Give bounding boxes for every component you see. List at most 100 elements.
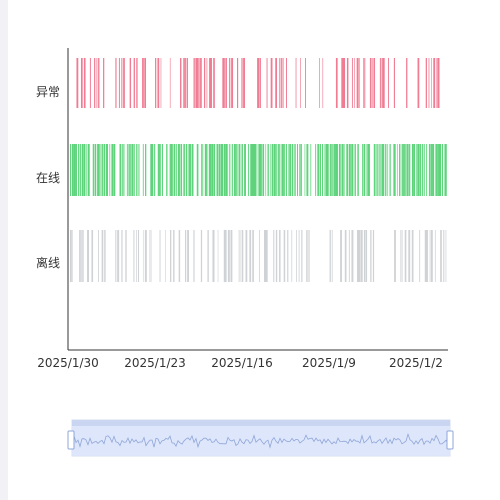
status-bar bbox=[235, 144, 237, 196]
status-bar bbox=[204, 144, 207, 196]
data-zoom-handle-right[interactable] bbox=[446, 430, 454, 450]
status-bar bbox=[144, 58, 146, 108]
status-bar bbox=[240, 230, 242, 282]
status-bar bbox=[83, 58, 86, 108]
status-bar bbox=[130, 144, 132, 196]
status-bar bbox=[213, 144, 216, 196]
status-bar bbox=[81, 230, 83, 282]
status-bar bbox=[435, 144, 437, 196]
status-bar bbox=[210, 58, 212, 108]
status-bar bbox=[266, 58, 268, 108]
status-bar bbox=[381, 58, 383, 108]
status-bar bbox=[382, 58, 385, 108]
status-bar bbox=[260, 144, 262, 196]
status-bar bbox=[238, 230, 240, 282]
status-bar bbox=[301, 144, 302, 196]
status-bar bbox=[408, 230, 411, 282]
data-zoom-top-bar[interactable] bbox=[72, 420, 450, 426]
status-bar bbox=[310, 144, 312, 196]
status-bar bbox=[325, 144, 328, 196]
status-bar bbox=[177, 144, 180, 196]
status-bar bbox=[404, 230, 407, 282]
status-bar bbox=[406, 58, 408, 108]
status-bar bbox=[193, 230, 195, 282]
status-bar bbox=[217, 230, 219, 282]
status-bar bbox=[80, 58, 83, 108]
status-bar bbox=[275, 144, 277, 196]
status-bar bbox=[79, 230, 81, 282]
data-zoom-slider[interactable] bbox=[67, 419, 454, 457]
status-bar bbox=[183, 58, 185, 108]
status-bar bbox=[279, 58, 280, 108]
status-bar bbox=[222, 58, 225, 108]
status-bar bbox=[209, 58, 212, 108]
status-bar bbox=[211, 144, 214, 196]
status-bar bbox=[73, 144, 76, 196]
status-bar bbox=[107, 144, 108, 196]
status-bar bbox=[338, 144, 341, 196]
status-bar bbox=[340, 230, 342, 282]
status-bar bbox=[175, 144, 177, 196]
status-bar bbox=[83, 144, 86, 196]
status-bar bbox=[278, 144, 280, 196]
status-bar bbox=[115, 230, 117, 282]
status-bar bbox=[393, 58, 395, 108]
status-bar bbox=[389, 144, 391, 196]
status-bar bbox=[244, 144, 246, 196]
data-zoom-preview-line bbox=[73, 433, 449, 449]
status-bar bbox=[409, 144, 411, 196]
status-bar bbox=[446, 144, 447, 196]
status-bar bbox=[144, 230, 147, 282]
status-bar bbox=[322, 58, 324, 108]
status-bar bbox=[376, 144, 378, 196]
status-bar bbox=[270, 144, 272, 196]
status-bar bbox=[317, 144, 319, 196]
status-bar bbox=[230, 144, 232, 196]
status-bar bbox=[243, 58, 245, 108]
status-bar bbox=[129, 58, 132, 108]
status-bar bbox=[187, 230, 190, 282]
status-bar bbox=[218, 144, 221, 196]
status-bar bbox=[89, 58, 91, 108]
status-bar bbox=[281, 144, 284, 196]
status-bar bbox=[428, 58, 430, 108]
status-bar bbox=[185, 144, 188, 196]
status-bar bbox=[387, 144, 389, 196]
status-bar bbox=[197, 58, 199, 108]
status-bar bbox=[82, 230, 84, 282]
status-bar bbox=[238, 144, 241, 196]
status-bar bbox=[306, 230, 308, 282]
status-bar bbox=[330, 144, 332, 196]
status-bar bbox=[354, 58, 355, 108]
status-bar bbox=[161, 144, 163, 196]
status-bar bbox=[428, 144, 431, 196]
status-bar bbox=[299, 144, 301, 196]
status-bar bbox=[229, 58, 231, 108]
status-bar bbox=[262, 144, 265, 196]
status-bar bbox=[324, 144, 326, 196]
left-panel-edge bbox=[0, 0, 8, 500]
status-bar bbox=[225, 58, 227, 108]
status-bar bbox=[283, 144, 285, 196]
status-bar bbox=[103, 144, 106, 196]
status-bar bbox=[137, 230, 140, 282]
status-bar bbox=[117, 230, 120, 282]
status-bar bbox=[372, 58, 373, 108]
data-zoom-handle-left[interactable] bbox=[67, 430, 75, 450]
status-bar bbox=[234, 144, 236, 196]
status-bar bbox=[300, 58, 301, 108]
x-tick-label: 2025/1/16 bbox=[211, 356, 273, 370]
status-bar bbox=[169, 144, 171, 196]
row-label-abnormal: 异常 bbox=[36, 85, 60, 99]
status-bar bbox=[365, 230, 368, 282]
status-bar bbox=[186, 58, 188, 108]
status-bar bbox=[225, 144, 228, 196]
status-bar bbox=[216, 144, 219, 196]
status-bar bbox=[92, 144, 94, 196]
status-bar bbox=[268, 144, 270, 196]
status-bar bbox=[356, 230, 359, 282]
status-bar bbox=[206, 58, 208, 108]
status-bar bbox=[97, 144, 99, 196]
status-bar bbox=[423, 144, 425, 196]
status-bar bbox=[249, 230, 252, 282]
